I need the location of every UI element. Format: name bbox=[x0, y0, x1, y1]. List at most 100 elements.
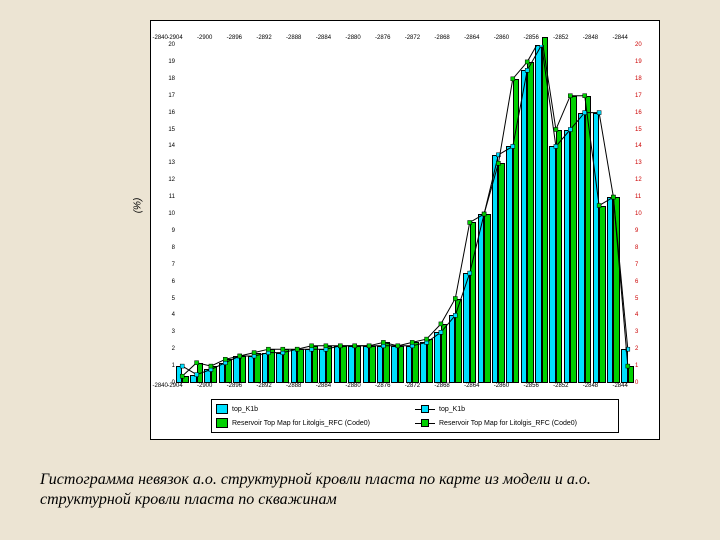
bar bbox=[225, 359, 231, 383]
y-tick-label-right: 5 bbox=[635, 296, 655, 302]
y-tick-label-right: 16 bbox=[635, 110, 655, 116]
y-tick-label: 9 bbox=[155, 228, 175, 234]
legend-item-line-2: Reservoir Top Map for Litolgis_RFC (Code… bbox=[415, 419, 614, 427]
y-tick-label: 17 bbox=[155, 93, 175, 99]
bar bbox=[412, 342, 418, 383]
x-tick-label: -2884 bbox=[316, 35, 331, 41]
bar bbox=[585, 96, 591, 383]
y-tick-label: 7 bbox=[155, 262, 175, 268]
y-ticks-right: 01234567891011121314151617181920 bbox=[635, 45, 655, 383]
y-tick-label: 14 bbox=[155, 143, 175, 149]
bar bbox=[268, 349, 274, 383]
bar bbox=[283, 349, 289, 383]
y-tick-label: 5 bbox=[155, 296, 175, 302]
y-tick-label-right: 17 bbox=[635, 93, 655, 99]
bar bbox=[455, 299, 461, 384]
bar bbox=[369, 346, 375, 383]
y-tick-label: 0 bbox=[155, 380, 175, 386]
y-tick-label-right: 11 bbox=[635, 194, 655, 200]
x-tick-label: -2868 bbox=[434, 383, 449, 389]
y-tick-label: 13 bbox=[155, 160, 175, 166]
legend-item-line-1: top_K1b bbox=[415, 405, 614, 413]
y-tick-label-right: 8 bbox=[635, 245, 655, 251]
bar bbox=[182, 376, 188, 383]
legend-swatch-1 bbox=[216, 404, 228, 414]
x-tick-label: -2900 bbox=[197, 383, 212, 389]
x-ticks-bottom: -2904-2900-2896-2892-2888-2884-2880-2876… bbox=[175, 383, 635, 393]
bar bbox=[570, 96, 576, 383]
plot-area bbox=[175, 45, 635, 383]
x-tick-label: -2876 bbox=[375, 35, 390, 41]
x-tick-label: -2896 bbox=[227, 35, 242, 41]
x-tick-label: -2852 bbox=[553, 383, 568, 389]
bar bbox=[240, 356, 246, 383]
y-tick-label-right: 7 bbox=[635, 262, 655, 268]
legend: top_K1b top_K1b Reservoir Top Map for Li… bbox=[211, 399, 619, 433]
bar bbox=[441, 324, 447, 383]
bars-layer bbox=[175, 45, 635, 383]
y-tick-label: 1 bbox=[155, 363, 175, 369]
y-tick-label-right: 0 bbox=[635, 380, 655, 386]
y-tick-label-right: 19 bbox=[635, 59, 655, 65]
x-tick-label: -2892 bbox=[256, 383, 271, 389]
chart-container: -2904-2900-2896-2892-2888-2884-2880-2876… bbox=[150, 20, 660, 440]
y-tick-label-right: 15 bbox=[635, 127, 655, 133]
y-tick-label-right: 4 bbox=[635, 312, 655, 318]
y-tick-label-right: 13 bbox=[635, 160, 655, 166]
slide: (%) -2904-2900-2896-2892-2888-2884-2880-… bbox=[0, 0, 720, 540]
bar bbox=[340, 346, 346, 383]
x-tick-label: -2880 bbox=[345, 35, 360, 41]
y-tick-label: 12 bbox=[155, 177, 175, 183]
y-tick-label: 18 bbox=[155, 76, 175, 82]
x-tick-label: -2872 bbox=[405, 35, 420, 41]
bar bbox=[427, 339, 433, 383]
x-tick-label: -2868 bbox=[434, 35, 449, 41]
legend-item-bar-2: Reservoir Top Map for Litolgis_RFC (Code… bbox=[216, 418, 415, 428]
bar bbox=[484, 214, 490, 383]
bar bbox=[398, 346, 404, 383]
x-tick-label: -2888 bbox=[286, 383, 301, 389]
y-tick-label: 2 bbox=[155, 346, 175, 352]
x-tick-label: -2880 bbox=[345, 383, 360, 389]
y-tick-label: 6 bbox=[155, 279, 175, 285]
y-tick-label: 19 bbox=[155, 59, 175, 65]
x-tick-label: -2884 bbox=[316, 383, 331, 389]
legend-label-4: Reservoir Top Map for Litolgis_RFC (Code… bbox=[439, 420, 577, 427]
x-tick-label: -2856 bbox=[523, 383, 538, 389]
bar bbox=[197, 363, 203, 383]
x-tick-label: -2840 bbox=[152, 35, 167, 41]
x-tick-label: -2864 bbox=[464, 35, 479, 41]
x-tick-label: -2848 bbox=[583, 35, 598, 41]
caption: Гистограмма невязок а.о. структурной кро… bbox=[40, 470, 680, 510]
bar bbox=[527, 62, 533, 383]
legend-item-bar-1: top_K1b bbox=[216, 404, 415, 414]
y-tick-label-right: 1 bbox=[635, 363, 655, 369]
x-tick-label: -2876 bbox=[375, 383, 390, 389]
y-ticks-left: 01234567891011121314151617181920 bbox=[155, 45, 175, 383]
x-tick-label: -2892 bbox=[256, 35, 271, 41]
bar bbox=[254, 353, 260, 383]
bar bbox=[513, 79, 519, 383]
y-tick-label-right: 6 bbox=[635, 279, 655, 285]
x-tick-label: -2888 bbox=[286, 35, 301, 41]
bar bbox=[628, 366, 634, 383]
y-tick-label-right: 18 bbox=[635, 76, 655, 82]
y-tick-label-right: 2 bbox=[635, 346, 655, 352]
y-tick-label: 16 bbox=[155, 110, 175, 116]
y-tick-label: 4 bbox=[155, 312, 175, 318]
legend-label-3: Reservoir Top Map for Litolgis_RFC (Code… bbox=[232, 420, 370, 427]
legend-marker-1 bbox=[415, 405, 435, 413]
y-tick-label: 15 bbox=[155, 127, 175, 133]
bar bbox=[383, 342, 389, 383]
x-tick-label: -2860 bbox=[494, 383, 509, 389]
bar bbox=[326, 346, 332, 383]
y-tick-label: 3 bbox=[155, 329, 175, 335]
bar bbox=[498, 163, 504, 383]
bar bbox=[556, 130, 562, 384]
bar bbox=[312, 346, 318, 383]
x-tick-label: -2856 bbox=[523, 35, 538, 41]
x-tick-label: -2844 bbox=[612, 35, 627, 41]
x-tick-label: -2900 bbox=[197, 35, 212, 41]
legend-label-2: top_K1b bbox=[439, 406, 465, 413]
legend-label-1: top_K1b bbox=[232, 406, 258, 413]
